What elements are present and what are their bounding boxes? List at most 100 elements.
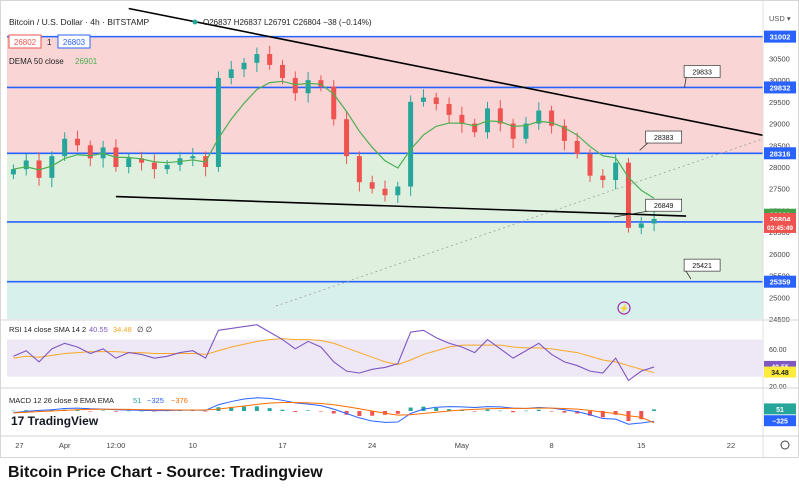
rsi-sma-value: 34.48: [113, 325, 132, 334]
callout-box: [683, 65, 721, 78]
rsi-sma-line: [13, 338, 655, 374]
rsi-value: 40.55: [89, 325, 108, 334]
candle-body: [228, 69, 234, 78]
macd-histogram-bar: [203, 411, 208, 412]
candle-body: [574, 140, 580, 154]
macd-histogram-bar: [511, 411, 516, 413]
y-tick-label: 30500: [769, 54, 790, 63]
macd-histogram-bar: [293, 411, 298, 412]
candle-body: [638, 223, 644, 228]
macd-histogram-bar: [434, 407, 439, 411]
callout-box: [683, 258, 721, 272]
spread-value: 1: [47, 38, 52, 47]
level-tag: [764, 147, 796, 160]
y-tick-label: 26000: [769, 250, 790, 259]
macd-histogram-bar: [652, 409, 657, 411]
candle-body: [497, 108, 503, 124]
candle-body: [651, 218, 657, 224]
candle-body: [549, 110, 555, 126]
candle-body: [344, 119, 350, 157]
y-tick-label: 25000: [769, 293, 790, 302]
candle-body: [587, 153, 593, 176]
lightning-icon: [617, 301, 631, 315]
candle-body: [613, 162, 619, 181]
macd-tag: [764, 403, 796, 415]
candle-body: [356, 156, 362, 183]
macd-histogram-bar: [408, 407, 413, 411]
candle-body: [305, 80, 311, 94]
candle-body: [74, 138, 80, 146]
macd-histogram-bar: [523, 410, 528, 412]
candle-body: [459, 114, 465, 124]
macd-histogram-bar: [459, 410, 464, 411]
candle-body: [126, 158, 132, 167]
candle-body: [472, 123, 478, 133]
bid-box: [8, 34, 42, 49]
candle-body: [87, 145, 93, 159]
x-tick-label: 22: [727, 441, 735, 450]
candle-body: [49, 156, 55, 178]
candle-body: [164, 164, 170, 170]
candle-body: [62, 138, 68, 157]
bid-price: 26802: [14, 38, 37, 47]
tradingview-logo: 17 TradingView: [11, 414, 99, 428]
macd-tag-label: −325: [772, 419, 788, 426]
candle-body: [215, 77, 221, 167]
y-tick-label: 28000: [769, 163, 790, 172]
candle-body: [10, 169, 16, 175]
level-tag-label: 29832: [770, 83, 791, 92]
macd-histogram-bar: [536, 409, 541, 411]
callout-pointer: [639, 142, 648, 151]
macd-histogram-bar: [267, 408, 272, 411]
macd-histogram-bar: [318, 411, 323, 412]
x-tick-label: 27: [15, 441, 23, 450]
candle-body: [408, 101, 414, 187]
candle-body: [395, 186, 401, 196]
lightning-glyph: ⚡: [619, 303, 629, 313]
candle-body: [279, 64, 285, 78]
rsi-tag: [764, 360, 796, 372]
x-tick-label: 12:00: [107, 441, 126, 450]
macd-histogram-bar: [485, 409, 490, 411]
x-tick-label: May: [455, 441, 469, 450]
macd-histogram-bar: [549, 411, 554, 412]
x-tick-label: Apr: [59, 441, 71, 450]
currency-label: USD ▾: [769, 14, 791, 23]
price-tag-label: 26804: [770, 215, 792, 224]
chart-caption: Bitcoin Price Chart - Source: Tradingvie…: [8, 464, 323, 481]
macd-histogram-bar: [88, 411, 93, 412]
x-tick-label: 10: [189, 441, 197, 450]
callout-label: 26849: [654, 203, 674, 210]
macd-histogram-bar: [139, 410, 144, 412]
callout-pointer: [685, 270, 692, 280]
macd-histogram-bar: [562, 411, 567, 413]
macd-hist-value: 51: [133, 396, 141, 405]
settings-gear-icon: [780, 440, 790, 450]
dema-label: DEMA 50 close: [9, 57, 64, 66]
candle-body: [292, 77, 298, 94]
candle-body: [382, 188, 388, 196]
rsi-tag-label: 34.48: [771, 370, 789, 377]
range-zone: [7, 153, 763, 282]
macd-histogram-bar: [190, 410, 195, 412]
macd-histogram-bar: [113, 411, 118, 412]
y-tick-label: 28500: [769, 141, 790, 150]
candle-body: [151, 162, 157, 170]
y-tick-label: 27500: [769, 185, 790, 194]
macd-tag: [764, 415, 796, 427]
candle-body: [241, 62, 247, 70]
x-tick-label: 17: [278, 441, 286, 450]
callout-box: [645, 130, 683, 144]
y-tick-label: 29000: [769, 120, 790, 129]
x-tick-label: 8: [549, 441, 553, 450]
macd-histogram-bar: [101, 410, 106, 412]
rsi-band: [7, 339, 763, 377]
macd-histogram-bar: [331, 411, 336, 414]
macd-histogram-bar: [254, 406, 259, 411]
y-tick-label: 29500: [769, 98, 790, 107]
ohlc-readout: O26837 H26837 L26791 C26804 −38 (−0.14%): [203, 18, 372, 27]
rsi-tag: [764, 366, 796, 378]
descending-trendline: [128, 7, 764, 137]
